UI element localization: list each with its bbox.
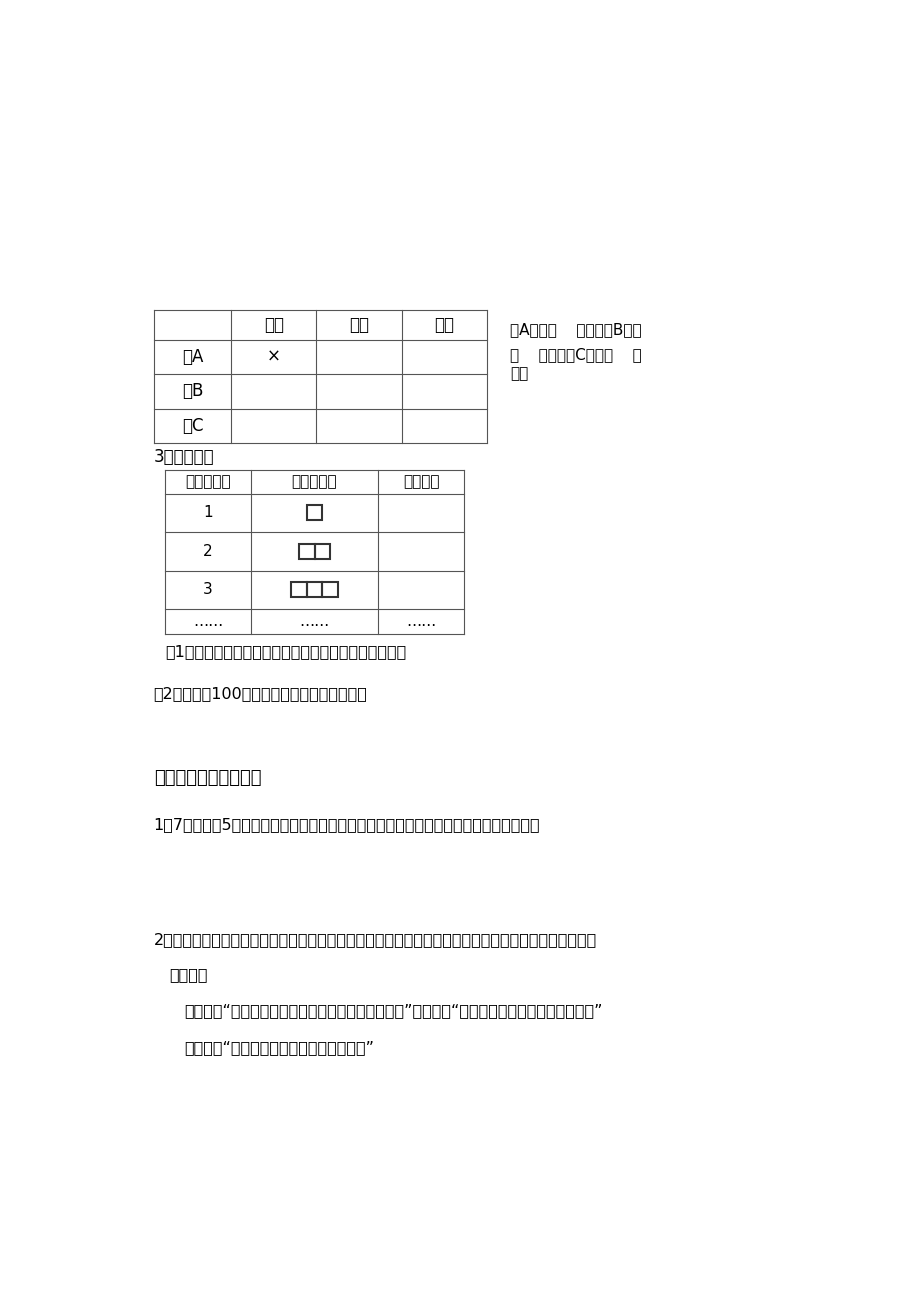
Text: 三、分析问题我在行。: 三、分析问题我在行。 — [153, 769, 261, 788]
Text: ……: …… — [193, 615, 223, 629]
Text: 组。: 组。 — [510, 367, 528, 381]
Text: ×: × — [267, 348, 280, 366]
Text: 小A: 小A — [182, 348, 203, 366]
Text: 1、7个人住进5个房间，至少要有两个人住同一间房。为什么？（请你用图示表示出来）: 1、7个人住进5个房间，至少要有两个人住同一间房。为什么？（请你用图示表示出来） — [153, 818, 539, 832]
Text: 象棋: 象棋 — [264, 316, 284, 333]
Bar — [299, 543, 314, 559]
Bar — [306, 582, 322, 598]
Text: 正方形个数: 正方形个数 — [185, 474, 231, 490]
Text: 1: 1 — [203, 505, 212, 521]
Text: 3: 3 — [203, 582, 212, 598]
Text: 摆成的图形: 摆成的图形 — [291, 474, 337, 490]
Text: 张明说：“我看甲班只能得第三、第一肯定是丙班。”王芳说：“丙班只能得第二，乙班得第一。”: 张明说：“我看甲班只能得第三、第一肯定是丙班。”王芳说：“丙班只能得第二，乙班得… — [185, 1004, 603, 1018]
Text: 2: 2 — [203, 544, 212, 559]
Text: 小B: 小B — [182, 383, 203, 401]
Text: 3、探究题：: 3、探究题： — [153, 448, 214, 466]
Text: 绘画: 绘画 — [348, 316, 369, 333]
Text: 小A参加（    ）组，小B参加: 小A参加（ ）组，小B参加 — [510, 322, 641, 337]
Bar — [306, 505, 322, 521]
Bar — [314, 543, 330, 559]
Bar — [291, 582, 306, 598]
Bar — [322, 582, 337, 598]
Text: ……: …… — [299, 615, 329, 629]
Text: （    ）组，小C参加（    ）: （ ）组，小C参加（ ） — [510, 348, 641, 362]
Text: 舞蹈: 舞蹈 — [434, 316, 454, 333]
Text: 李浩说：“肯定丁班得第二，甲班得第一。”: 李浩说：“肯定丁班得第二，甲班得第一。” — [185, 1040, 374, 1056]
Text: ……: …… — [405, 615, 436, 629]
Text: （1）你发现了什么规律？用含有字母的式子表示出来。: （1）你发现了什么规律？用含有字母的式子表示出来。 — [165, 644, 406, 659]
Text: 小棒根数: 小棒根数 — [403, 474, 439, 490]
Text: 行猜测：: 行猜测： — [169, 967, 208, 982]
Text: 2、运动场上甲、乙、丙、丁四个班正在进行接力赛，对于比赛胜负，在一旁观看的张明、王芳、李浩进: 2、运动场上甲、乙、丙、丁四个班正在进行接力赛，对于比赛胜负，在一旁观看的张明、… — [153, 932, 596, 948]
Text: （2）如果摆100个正方形，需要多少根小棒？: （2）如果摆100个正方形，需要多少根小棒？ — [153, 686, 368, 702]
Text: 小C: 小C — [182, 417, 203, 435]
